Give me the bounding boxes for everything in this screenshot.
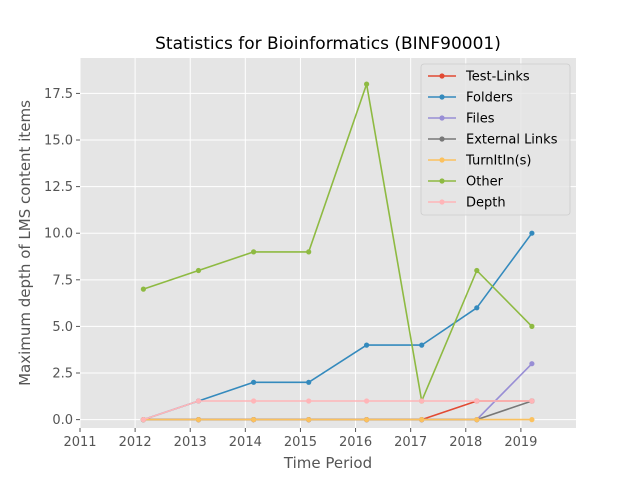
data-point <box>529 230 535 236</box>
series-turnitin-s <box>140 417 535 423</box>
data-point <box>251 379 257 385</box>
data-point <box>474 417 480 423</box>
legend-item: Other <box>428 175 504 190</box>
legend-label: Files <box>466 112 495 127</box>
data-point <box>529 398 535 404</box>
chart-title: Statistics for Bioinformatics (BINF90001… <box>155 34 501 54</box>
data-point <box>474 398 480 404</box>
x-tick-label: 2017 <box>394 435 427 450</box>
legend-item: Folders <box>428 91 513 106</box>
x-tick-label: 2015 <box>284 435 317 450</box>
legend-label: Test-Links <box>465 70 530 85</box>
x-tick-label: 2019 <box>504 435 537 450</box>
data-point <box>529 417 535 423</box>
series-line <box>143 83 533 402</box>
x-tick-label: 2014 <box>229 435 262 450</box>
legend-item: External Links <box>428 133 558 148</box>
data-point <box>306 249 312 255</box>
legend-marker <box>439 178 445 184</box>
x-tick-label: 2018 <box>449 435 482 450</box>
x-tick-label: 2011 <box>63 435 96 450</box>
legend-item: Files <box>428 112 495 127</box>
data-point <box>251 398 257 404</box>
data-point <box>529 361 535 367</box>
series-line <box>143 400 532 421</box>
data-point <box>474 267 480 274</box>
data-point <box>306 398 312 404</box>
legend-box <box>420 63 571 216</box>
data-point <box>306 417 312 423</box>
legend-label: Folders <box>466 91 513 106</box>
series-depth <box>140 398 535 423</box>
x-tick-label: 2013 <box>174 435 207 450</box>
series-line <box>143 232 533 421</box>
legend-item: Test-Links <box>428 70 530 85</box>
data-point <box>364 398 370 404</box>
data-point <box>364 417 370 423</box>
legend-marker <box>439 73 445 79</box>
x-axis-title: Time Period <box>283 454 372 472</box>
y-tick-label: 12.5 <box>44 180 73 195</box>
legend-marker <box>439 136 445 142</box>
data-point <box>419 398 425 404</box>
data-point <box>364 342 370 348</box>
y-tick-label: 0.0 <box>52 413 73 428</box>
legend-marker <box>439 94 445 100</box>
y-axis-title: Maximum depth of LMS content items <box>16 100 34 386</box>
data-point <box>529 323 535 329</box>
y-tick-label: 15.0 <box>44 134 73 149</box>
data-point <box>195 398 202 404</box>
data-point <box>419 417 425 423</box>
data-point <box>140 286 146 292</box>
legend-label: External Links <box>466 133 558 148</box>
data-point <box>419 342 425 348</box>
legend-item: TurnItIn(s) <box>428 154 531 169</box>
legend-label: Other <box>466 175 504 190</box>
series-layer <box>140 81 535 423</box>
data-point <box>474 305 480 311</box>
x-axis-ticks: 2011 2012 2013 2014 2015 2016 2017 2018 2019 <box>63 428 537 450</box>
x-tick-label: 2012 <box>119 435 152 450</box>
legend-label: Depth <box>466 196 506 211</box>
y-tick-label: 5.0 <box>52 320 73 335</box>
y-tick-label: 10.0 <box>44 227 73 242</box>
legend-item: Depth <box>428 196 506 211</box>
data-point <box>306 379 312 385</box>
legend: Test-Links Folders Files External Links Turn… <box>420 63 571 216</box>
y-tick-label: 2.5 <box>52 367 73 382</box>
data-point <box>195 267 202 274</box>
data-point <box>251 417 257 423</box>
legend-marker <box>439 157 445 163</box>
y-axis-ticks: 0.0 2.5 5.0 7.5 10.0 12.5 15.0 17.5 <box>44 87 80 428</box>
data-point <box>140 417 146 423</box>
data-point <box>364 81 370 87</box>
data-point <box>195 417 202 423</box>
data-point <box>251 249 257 255</box>
y-tick-label: 17.5 <box>44 87 73 102</box>
x-tick-label: 2016 <box>339 435 372 450</box>
y-tick-label: 7.5 <box>52 273 73 288</box>
legend-label: TurnItIn(s) <box>465 154 531 169</box>
legend-marker <box>439 115 445 121</box>
legend-marker <box>439 199 445 205</box>
